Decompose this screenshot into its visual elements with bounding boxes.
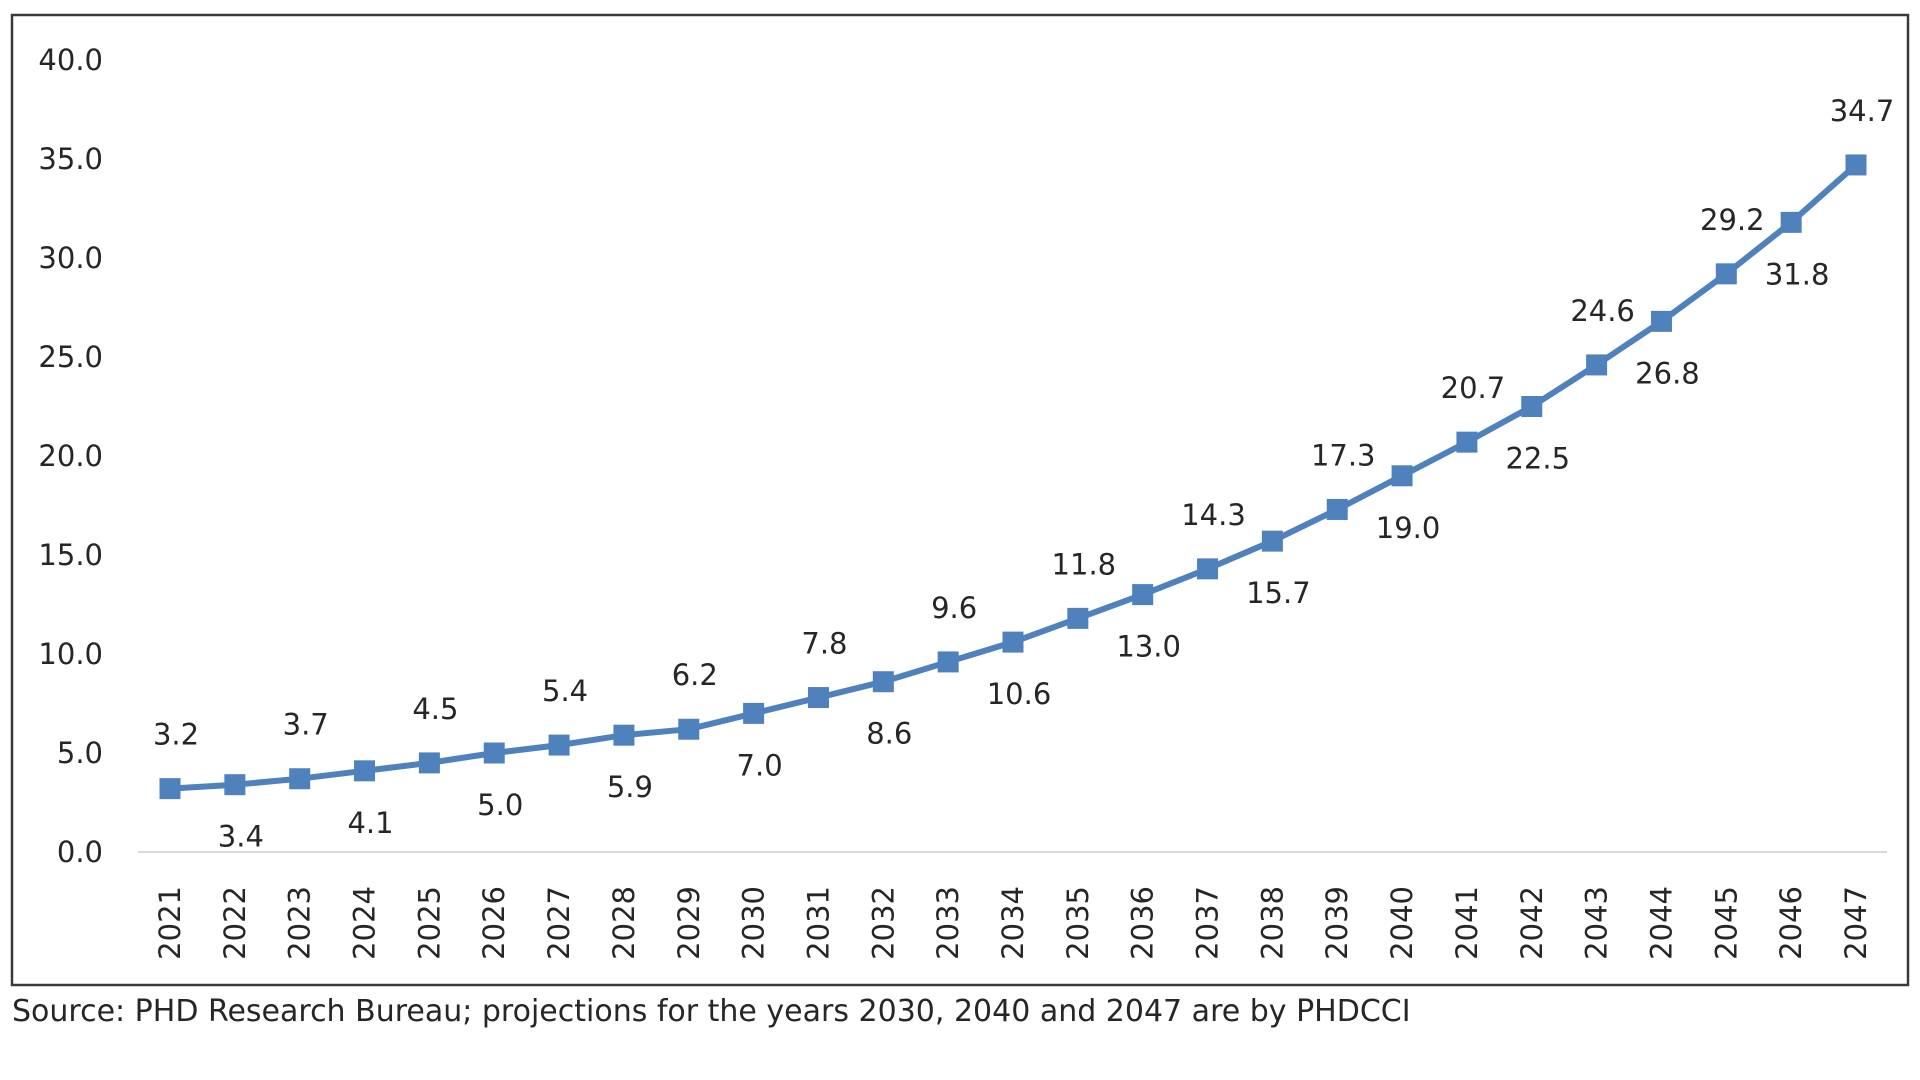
data-label: 26.8 [1635, 356, 1700, 390]
x-tick-label: 2033 [931, 886, 965, 960]
y-tick-label: 40.0 [38, 43, 103, 77]
data-label: 3.7 [283, 708, 329, 742]
x-tick-label: 2047 [1839, 886, 1873, 960]
data-point-marker [1132, 584, 1154, 606]
data-label: 5.4 [542, 674, 588, 708]
data-point-marker [289, 768, 311, 790]
source-note: Source: PHD Research Bureau; projections… [12, 994, 1411, 1029]
y-tick-label: 25.0 [38, 340, 103, 374]
data-point-marker [1715, 263, 1737, 285]
data-label: 5.0 [477, 788, 523, 822]
x-tick-label: 2035 [1061, 886, 1095, 960]
x-tick-label: 2044 [1644, 886, 1678, 960]
data-point-marker [678, 718, 700, 740]
data-point-marker [613, 724, 635, 746]
data-point-marker [1261, 530, 1283, 552]
data-label: 24.6 [1570, 294, 1635, 328]
data-label: 10.6 [987, 677, 1052, 711]
x-tick-label: 2043 [1580, 886, 1614, 960]
data-label: 31.8 [1765, 257, 1830, 291]
data-label: 9.6 [931, 591, 977, 625]
data-point-marker [548, 734, 570, 756]
data-point-marker [1780, 211, 1802, 233]
data-point-marker [1002, 631, 1024, 653]
data-label: 17.3 [1311, 438, 1376, 472]
x-tick-label: 2046 [1774, 886, 1808, 960]
x-tick-label: 2038 [1255, 886, 1289, 960]
x-tick-label: 2023 [283, 886, 317, 960]
data-label: 20.7 [1441, 371, 1506, 405]
data-point-marker [224, 774, 246, 796]
x-tick-label: 2030 [737, 886, 771, 960]
data-point-marker [1586, 354, 1608, 376]
data-label: 3.4 [218, 820, 264, 854]
data-label: 3.2 [153, 718, 199, 752]
data-point-marker [1521, 396, 1543, 417]
data-point-marker [1845, 154, 1867, 176]
x-tick-label: 2024 [348, 886, 382, 960]
x-axis-tick-labels: 2021 2022 2023 2024 2025 2026 2027 2028 2029 2030… [153, 886, 1873, 960]
data-label: 7.0 [737, 748, 783, 782]
y-tick-label: 15.0 [38, 538, 103, 572]
data-point-marker [1067, 607, 1089, 629]
data-label: 4.5 [412, 692, 458, 726]
data-point-marker [937, 651, 959, 673]
data-point-marker [1197, 558, 1219, 580]
x-tick-label: 2045 [1709, 886, 1743, 960]
y-tick-label: 30.0 [38, 241, 103, 275]
x-tick-label: 2037 [1191, 886, 1225, 960]
line-chart: 0.05.010.015.020.025.030.035.040.0 2021 2… [10, 13, 1910, 987]
data-label: 8.6 [866, 717, 912, 751]
data-label: 19.0 [1376, 511, 1441, 545]
data-label: 11.8 [1052, 547, 1117, 581]
data-label: 22.5 [1505, 442, 1570, 476]
y-tick-label: 10.0 [38, 637, 103, 671]
data-point-marker [159, 778, 181, 800]
series-markers [159, 154, 1867, 800]
data-point-marker [1391, 465, 1413, 487]
x-tick-label: 2029 [672, 886, 706, 960]
data-point-marker [1456, 431, 1478, 453]
y-axis-tick-labels: 0.0 5.0 10.0 15.0 20.0 25.0 30.0 35.0 40.0 [38, 43, 103, 869]
x-tick-label: 2028 [607, 886, 641, 960]
data-point-marker [743, 702, 765, 724]
x-tick-label: 2021 [153, 886, 187, 960]
x-tick-label: 2031 [801, 886, 835, 960]
data-label: 6.2 [672, 658, 718, 692]
x-tick-label: 2027 [542, 886, 576, 960]
x-tick-label: 2026 [477, 886, 511, 960]
x-tick-label: 2040 [1385, 886, 1419, 960]
data-point-marker [872, 671, 894, 693]
data-point-marker [1326, 498, 1348, 520]
data-point-marker [1650, 310, 1672, 332]
data-label: 29.2 [1700, 203, 1765, 237]
data-label: 15.7 [1246, 576, 1311, 610]
data-point-marker [418, 752, 440, 774]
y-tick-label: 35.0 [38, 142, 103, 176]
data-label: 5.9 [607, 770, 653, 804]
x-tick-label: 2025 [412, 886, 446, 960]
x-tick-label: 2039 [1320, 886, 1354, 960]
x-tick-label: 2042 [1515, 886, 1549, 960]
data-label: 14.3 [1181, 498, 1246, 532]
x-tick-label: 2034 [996, 886, 1030, 960]
chart-frame [10, 13, 1910, 987]
data-point-marker [483, 742, 505, 764]
y-tick-label: 20.0 [38, 439, 103, 473]
data-labels: 3.2 3.4 3.7 4.1 4.5 5.0 5.4 5.9 6.2 7.0 7.8 8.6 9.6 1… [153, 94, 1894, 854]
data-label: 34.7 [1830, 94, 1895, 128]
x-tick-label: 2036 [1126, 886, 1160, 960]
x-tick-label: 2022 [218, 886, 252, 960]
data-point-marker [354, 760, 376, 782]
data-label: 7.8 [801, 627, 847, 661]
data-label: 13.0 [1116, 630, 1181, 664]
y-tick-label: 0.0 [57, 835, 103, 869]
y-tick-label: 5.0 [57, 736, 103, 770]
x-tick-label: 2041 [1450, 886, 1484, 960]
data-point-marker [807, 687, 829, 709]
data-label: 4.1 [347, 806, 393, 840]
x-tick-label: 2032 [866, 886, 900, 960]
